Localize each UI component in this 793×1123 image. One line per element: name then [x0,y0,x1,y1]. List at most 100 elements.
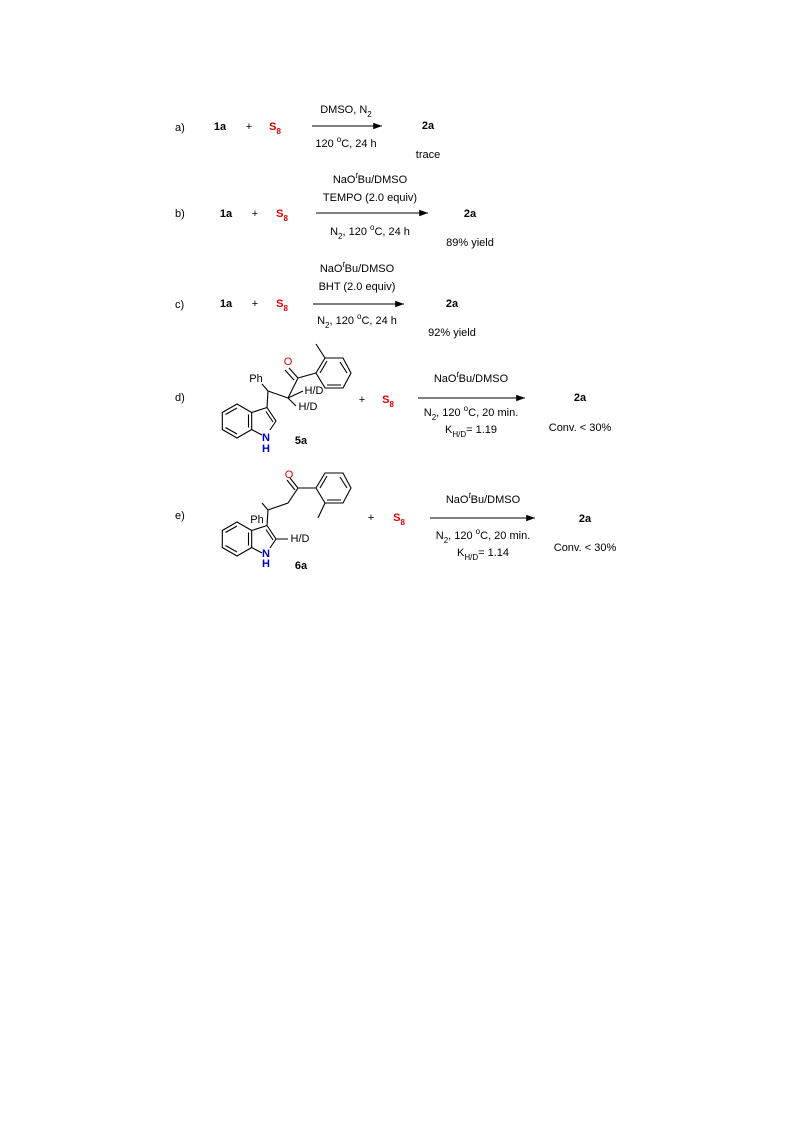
condition: NaOtBu/DMSO [446,491,521,506]
plus: + [252,298,258,310]
reagent: S8 [276,208,288,223]
text-run: = 1.14 [478,547,509,559]
supscript: o [357,312,362,321]
text-run: S [393,512,400,524]
condition: TEMPO (2.0 equiv) [323,192,417,204]
supscript: o [476,527,481,536]
text-run: NaO [446,494,469,506]
text-run: S [276,208,283,220]
structure [221,472,352,557]
atom-label: O [284,356,293,368]
subscript: 2 [444,536,449,545]
condition: NaOtBu/DMSO [434,370,509,385]
plus: + [359,394,365,406]
text-run: S [269,121,276,133]
text-run: Bu/DMSO [345,263,395,275]
atom-label: H [262,558,270,570]
subscript: 8 [400,518,405,527]
reactant: 1a [220,298,233,310]
subscript: H/D [464,553,478,562]
text-run: C, 24 h [341,138,376,150]
atom-label: N [262,548,270,560]
text-run: TEMPO (2.0 equiv) [323,192,417,204]
result: Conv. < 30% [549,422,612,434]
compound-name: 6a [295,560,308,572]
reagent: S8 [393,512,405,527]
reactant: 1a [220,208,233,220]
atom-label: N [262,432,270,444]
text-run: S [276,298,283,310]
text-run: C, 20 min. [480,530,530,542]
result: trace [416,149,440,161]
condition: N2, 120 oC, 20 min. [424,404,519,422]
product: 2a [422,120,435,132]
supscript: o [370,223,375,232]
condition: 120 oC, 24 h [315,135,376,150]
supscript: t [468,491,471,500]
text-run: N [424,407,432,419]
row-label: c) [175,299,184,311]
supscript: o [337,135,342,144]
text-run: K [445,424,453,436]
text-run: BHT (2.0 equiv) [319,281,396,293]
text-run: N [317,315,325,327]
text-run: N [330,226,338,238]
subscript: 8 [283,304,288,313]
row-label: d) [175,392,185,404]
reactant: 1a [214,121,227,133]
supscript: t [355,171,358,180]
supscript: t [456,370,459,379]
text-run: , 120 [448,530,476,542]
condition: DMSO, N2 [320,104,372,119]
text-run: C, 20 min. [468,407,518,419]
product: 2a [579,513,592,525]
row-label: b) [175,208,185,220]
subscript: 2 [432,413,437,422]
subscript: 8 [276,127,281,136]
text-run: S [382,394,389,406]
text-run: 120 [315,138,336,150]
result: Conv. < 30% [554,542,617,554]
condition: N2, 120 oC, 24 h [317,312,397,330]
text-run: C, 24 h [361,315,396,327]
text-run: DMSO, N [320,104,367,116]
product: 2a [446,298,459,310]
condition: NaOtBu/DMSO [333,171,408,186]
reagent: S8 [276,298,288,313]
supscript: o [464,404,469,413]
product: 2a [574,392,587,404]
text-run: = 1.19 [466,424,497,436]
atom-label: H [262,443,270,455]
reagent: S8 [382,394,394,409]
text-run: , 120 [342,226,370,238]
text-run: Bu/DMSO [471,494,521,506]
text-run: Bu/DMSO [459,373,509,385]
subscript: H/D [452,430,466,439]
atom-label: O [285,469,294,481]
plus: + [368,512,374,524]
atom-label: Ph [250,514,263,526]
condition: BHT (2.0 equiv) [319,281,396,293]
atom-label: H/D [305,385,324,397]
text-run: , 120 [436,407,464,419]
result: 92% yield [428,327,476,339]
text-run: NaO [333,174,356,186]
row-label: e) [175,510,185,522]
plus: + [252,208,258,220]
atom-label: Ph [249,373,262,385]
supscript: t [342,260,345,269]
subscript: 2 [367,110,372,119]
reagent: S8 [269,121,281,136]
condition: NaOtBu/DMSO [320,260,395,275]
condition: N2, 120 oC, 24 h [330,223,410,241]
compound-name: 5a [295,435,308,447]
atom-label: H/D [291,533,310,545]
text-run: NaO [320,263,343,275]
structure [221,343,352,439]
text-run: N [436,530,444,542]
condition: KH/D= 1.14 [457,547,509,562]
text-run: C, 24 h [374,226,409,238]
